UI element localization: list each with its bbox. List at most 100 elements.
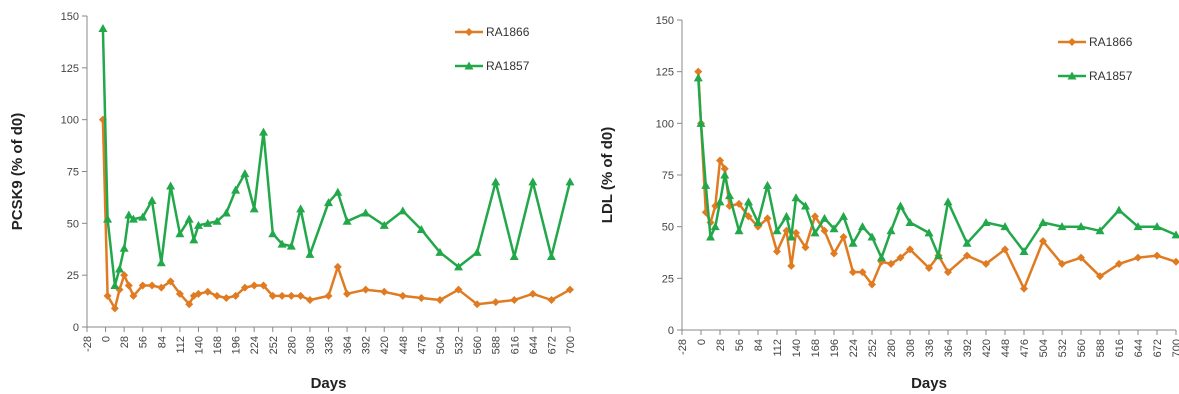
- pcsk9-x-tick-label: 308: [305, 336, 317, 354]
- pcsk9-x-tick-label: 168: [212, 336, 224, 354]
- pcsk9-point-RA1857: [193, 220, 203, 229]
- pcsk9-point-RA1857: [546, 252, 556, 261]
- ldl-x-tick-label: 364: [943, 339, 955, 357]
- ldl-point-RA1866: [811, 212, 819, 221]
- ldl-x-tick-label: 448: [1000, 339, 1012, 357]
- ldl-x-tick-label: 532: [1057, 339, 1069, 357]
- pcsk9-x-tick-label: 700: [565, 336, 577, 354]
- ldl-point-RA1857: [786, 232, 796, 241]
- ldl-x-tick-label: -28: [677, 339, 689, 355]
- pcsk9-legend-label-RA1866: RA1866: [486, 25, 530, 39]
- ldl-x-tick-label: 168: [810, 339, 822, 357]
- pcsk9-point-RA1857: [435, 247, 445, 256]
- ldl-x-tick-label: 336: [924, 339, 936, 357]
- ldl-x-tick-label: 392: [962, 339, 974, 357]
- pcsk9-point-RA1857: [98, 23, 108, 32]
- pcsk9-x-tick-label: 504: [435, 336, 447, 354]
- ldl-point-RA1866: [801, 243, 810, 252]
- ldl-point-RA1857: [839, 211, 848, 220]
- pcsk9-point-RA1857: [454, 262, 464, 271]
- pcsk9-y-tick-label: 100: [61, 115, 79, 127]
- ldl-point-RA1857: [1000, 222, 1010, 231]
- pcsk9-x-tick-label: 672: [546, 336, 558, 354]
- pcsk9-point-RA1866: [435, 296, 444, 305]
- pcsk9-x-tick-label: 560: [472, 336, 484, 354]
- pcsk9-point-RA1866: [324, 291, 333, 300]
- pcsk9-point-RA1866: [528, 289, 537, 298]
- pcsk9-x-axis-title: Days: [311, 375, 347, 392]
- ldl-x-axis-title: Days: [911, 375, 947, 392]
- ldl-point-RA1857: [886, 226, 896, 235]
- ldl-point-RA1866: [744, 212, 753, 221]
- ldl-point-RA1857: [1171, 230, 1179, 239]
- pcsk9-x-tick-label: 336: [324, 336, 336, 354]
- ldl-point-RA1866: [1096, 272, 1104, 281]
- ldl-point-RA1857: [753, 218, 763, 227]
- ldl-point-RA1857: [772, 226, 782, 235]
- ldl-point-RA1857: [693, 73, 703, 82]
- pcsk9-point-RA1857: [342, 216, 352, 225]
- ldl-legend-label-RA1857: RA1857: [1089, 69, 1133, 83]
- ldl-y-tick-label: 50: [662, 222, 674, 234]
- pcsk9-point-RA1866: [175, 289, 184, 298]
- pcsk9-point-RA1866: [454, 285, 463, 294]
- ldl-point-RA1866: [694, 67, 703, 76]
- pcsk9-point-RA1866: [305, 296, 314, 305]
- ldl-x-tick-label: 420: [981, 339, 993, 357]
- pcsk9-point-RA1866: [473, 300, 482, 309]
- pcsk9-point-RA1857: [124, 210, 134, 219]
- ldl-y-tick-label: 150: [656, 15, 674, 27]
- pcsk9-point-RA1857: [491, 177, 501, 186]
- pcsk9-x-tick-label: 0: [101, 336, 113, 342]
- ldl-point-RA1857: [867, 232, 877, 241]
- pcsk9-point-RA1857: [528, 177, 538, 186]
- ldl-point-RA1866: [1058, 259, 1066, 268]
- ldl-point-RA1857: [763, 180, 772, 189]
- pcsk9-point-RA1857: [156, 258, 166, 267]
- pcsk9-x-tick-label: 588: [491, 336, 503, 354]
- pcsk9-x-tick-label: 56: [138, 336, 150, 348]
- ldl-point-RA1857: [1133, 222, 1143, 231]
- pcsk9-point-RA1866: [124, 281, 133, 290]
- pcsk9-point-RA1857: [416, 225, 426, 234]
- ldl-point-RA1857: [877, 253, 886, 262]
- ldl-point-RA1857: [820, 213, 829, 222]
- ldl-point-RA1866: [787, 261, 796, 270]
- pcsk9-point-RA1866: [547, 296, 556, 305]
- ldl-x-tick-label: 308: [905, 339, 917, 357]
- ldl-x-tick-label: 84: [753, 339, 765, 351]
- pcsk9-point-RA1857: [231, 185, 241, 194]
- ldl-x-tick-label: 56: [734, 339, 746, 351]
- pcsk9-point-RA1857: [212, 216, 222, 225]
- ldl-point-RA1857: [720, 170, 730, 179]
- pcsk9-x-tick-label: 476: [416, 336, 428, 354]
- pcsk9-point-RA1866: [166, 277, 175, 286]
- pcsk9-point-RA1857: [472, 247, 482, 256]
- ldl-x-tick-label: 476: [1019, 339, 1031, 357]
- pcsk9-point-RA1866: [231, 291, 240, 300]
- ldl-x-tick-label: 252: [867, 339, 879, 357]
- ldl-point-RA1857: [943, 197, 953, 206]
- pcsk9-point-RA1866: [203, 287, 212, 296]
- ldl-point-RA1857: [715, 197, 725, 206]
- ldl-y-tick-label: 25: [662, 273, 674, 285]
- ldl-point-RA1866: [858, 268, 867, 277]
- ldl-point-RA1857: [829, 224, 839, 233]
- ldl-chart: 0 25 50 75 100 125 150 -28 0 28 56 84 112 140 168 196 22…: [590, 0, 1179, 394]
- pcsk9-point-RA1857: [286, 241, 296, 250]
- pcsk9-x-tick-label: 532: [454, 336, 466, 354]
- pcsk9-point-RA1866: [240, 283, 249, 292]
- ldl-point-RA1857: [924, 228, 934, 237]
- pcsk9-point-RA1866: [510, 296, 519, 305]
- ldl-x-tick-label: 644: [1133, 339, 1145, 357]
- ldl-x-tick-label: 700: [1171, 339, 1179, 357]
- ldl-point-RA1866: [763, 214, 772, 223]
- pcsk9-point-RA1857: [277, 239, 287, 248]
- pcsk9-x-tick-label: 392: [361, 336, 373, 354]
- ldl-y-axis-title: LDL (% of d0): [599, 127, 616, 223]
- pcsk9-point-RA1857: [249, 204, 259, 213]
- pcsk9-x-tick-label: 224: [249, 336, 261, 354]
- pcsk9-point-RA1866: [185, 300, 194, 309]
- ldl-point-RA1866: [1115, 259, 1123, 268]
